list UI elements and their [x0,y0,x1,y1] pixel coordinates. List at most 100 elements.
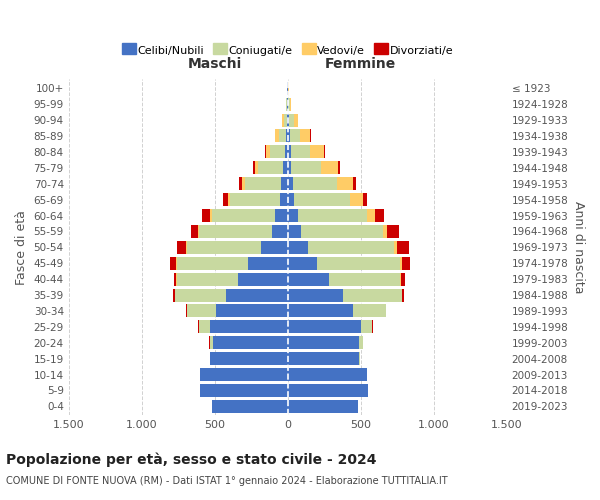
Bar [397,241,409,254]
Bar [186,241,187,254]
Bar [401,256,410,270]
Bar [290,98,291,110]
Bar [310,146,324,158]
Bar [290,130,300,142]
Bar [186,304,187,318]
Bar [287,225,301,238]
Bar [209,352,211,365]
Bar [308,241,394,254]
Bar [230,193,280,206]
Bar [287,177,293,190]
Bar [287,368,367,381]
Bar [211,352,287,365]
Bar [353,177,356,190]
Bar [216,304,287,318]
Bar [353,304,386,318]
Bar [293,114,298,126]
Bar [200,368,287,381]
Bar [245,177,281,190]
Bar [361,320,373,334]
Bar [329,272,400,285]
Bar [301,225,383,238]
Bar [239,177,242,190]
Bar [287,400,358,413]
Bar [265,146,266,158]
Bar [212,400,287,413]
Bar [287,114,289,126]
Bar [270,146,285,158]
Bar [199,320,211,334]
Bar [324,146,325,158]
Bar [287,130,290,142]
Bar [281,177,287,190]
Bar [178,241,186,254]
Bar [289,98,290,110]
Bar [191,225,198,238]
Text: Popolazione per età, sesso e stato civile - 2024: Popolazione per età, sesso e stato civil… [6,452,377,467]
Bar [400,256,401,270]
Bar [287,384,368,397]
Bar [275,130,278,142]
Bar [337,177,353,190]
Bar [202,209,211,222]
Bar [401,272,405,285]
Bar [287,320,361,334]
Bar [211,209,212,222]
Bar [343,288,401,302]
Bar [287,146,290,158]
Text: COMUNE DI FONTE NUOVA (RM) - Dati ISTAT 1° gennaio 2024 - Elaborazione TUTTITALI: COMUNE DI FONTE NUOVA (RM) - Dati ISTAT … [6,476,448,486]
Bar [173,288,175,302]
Bar [285,146,287,158]
Bar [242,177,245,190]
Bar [286,98,287,110]
Bar [199,225,272,238]
Bar [287,98,289,110]
Bar [253,162,255,174]
Bar [262,241,287,254]
Bar [338,162,340,174]
Bar [298,209,367,222]
Y-axis label: Anni di nascita: Anni di nascita [572,201,585,294]
Bar [175,288,226,302]
Bar [177,272,238,285]
Text: Femmine: Femmine [325,56,397,70]
Bar [187,241,262,254]
Bar [283,162,287,174]
Bar [223,193,228,206]
Bar [272,225,287,238]
Bar [300,130,310,142]
Bar [350,193,363,206]
Bar [293,177,337,190]
Bar [387,225,398,238]
Bar [228,193,230,206]
Bar [212,209,275,222]
Bar [363,193,367,206]
Bar [266,146,270,158]
Bar [287,256,317,270]
Bar [287,209,298,222]
Bar [259,162,283,174]
Y-axis label: Fasce di età: Fasce di età [15,210,28,285]
Bar [287,352,359,365]
Bar [280,193,287,206]
Bar [255,162,259,174]
Bar [294,193,350,206]
Bar [287,288,343,302]
Bar [287,162,292,174]
Legend: Celibi/Nubili, Coniugati/e, Vedovi/e, Divorziati/e: Celibi/Nubili, Coniugati/e, Vedovi/e, Di… [118,42,458,60]
Bar [400,272,401,285]
Bar [287,272,329,285]
Bar [287,241,308,254]
Bar [402,288,404,302]
Bar [286,130,287,142]
Bar [317,256,400,270]
Bar [211,320,287,334]
Bar [278,130,286,142]
Bar [376,209,384,222]
Bar [284,114,287,126]
Bar [173,272,176,285]
Bar [287,304,353,318]
Bar [275,209,287,222]
Bar [289,114,293,126]
Bar [238,272,287,285]
